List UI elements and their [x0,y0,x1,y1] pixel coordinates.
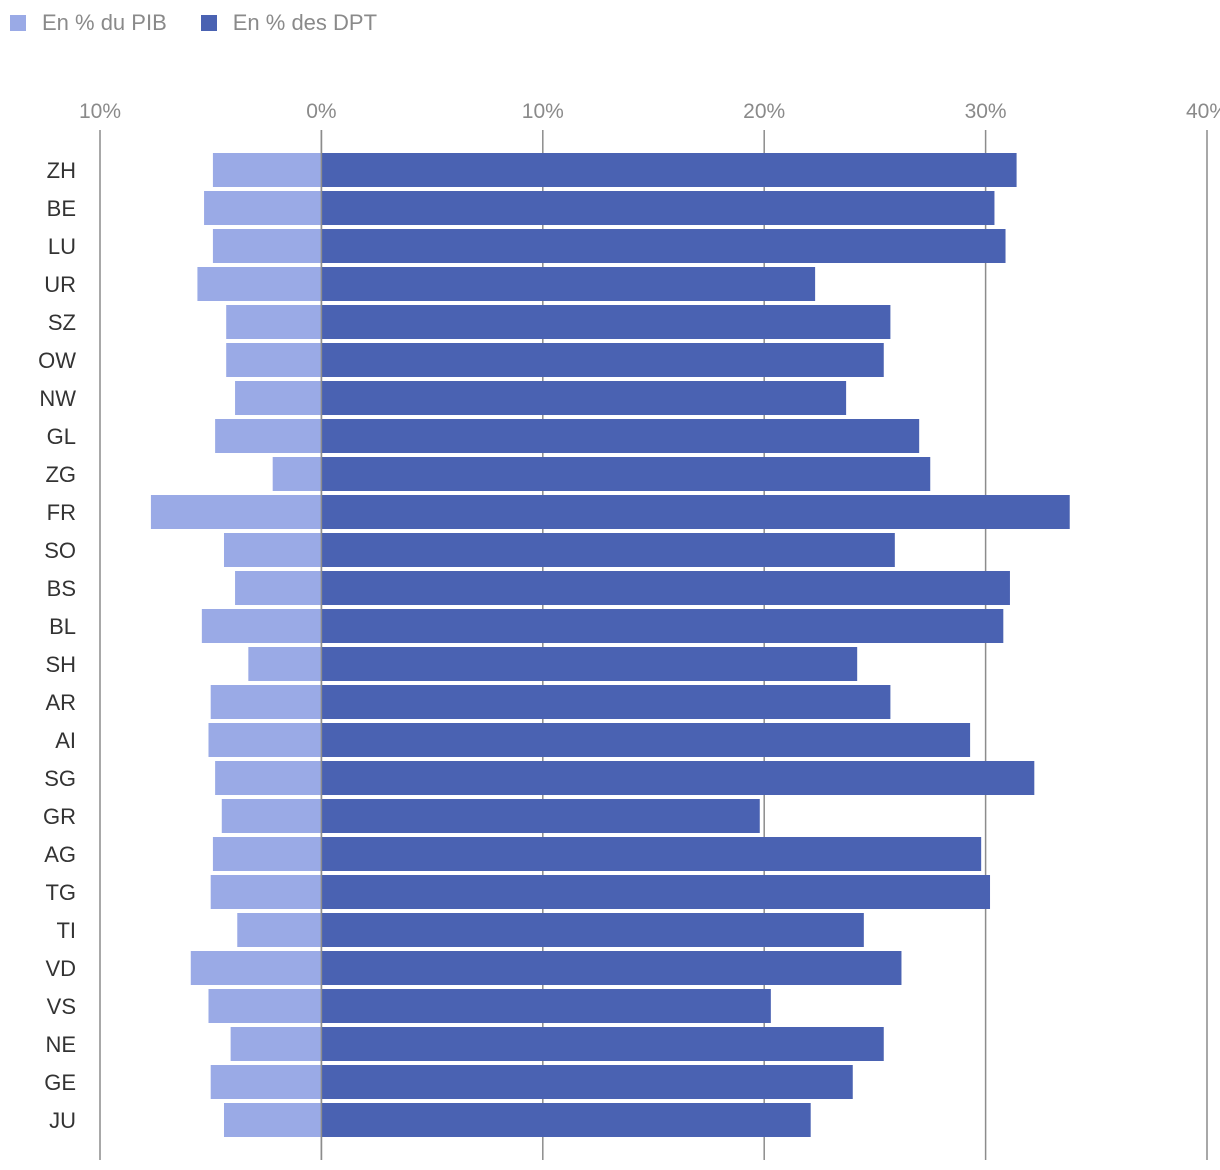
bar-vs[interactable] [321,989,771,1023]
bar-sg[interactable] [215,761,322,795]
bar-tg[interactable] [210,875,322,909]
bar-ag[interactable] [321,837,982,871]
category-label: SO [44,538,76,563]
bar-ow[interactable] [321,343,884,377]
category-label: TG [45,880,76,905]
bar-tg[interactable] [321,875,991,909]
category-label: GE [44,1070,76,1095]
category-label: BS [47,576,76,601]
category-label: TI [56,918,76,943]
bar-be[interactable] [321,191,995,225]
bar-ur[interactable] [321,267,816,301]
x-tick-label: 10% [522,100,564,123]
bar-gl[interactable] [321,419,920,453]
bar-bs[interactable] [235,571,322,605]
bar-vs[interactable] [208,989,322,1023]
category-label: BE [47,196,76,221]
category-label: SH [45,652,76,677]
x-tick-label: 0% [306,100,336,123]
category-label: OW [38,348,76,373]
bar-ti[interactable] [237,913,322,947]
legend-label-dpt: En % des DPT [232,10,378,35]
bar-lu[interactable] [321,229,1006,263]
bar-ag[interactable] [212,837,322,871]
bar-sz[interactable] [226,305,322,339]
bar-nw[interactable] [321,381,847,415]
category-label: SG [44,766,76,791]
bar-nw[interactable] [235,381,322,415]
bar-ar[interactable] [210,685,322,719]
bar-gr[interactable] [221,799,322,833]
bar-vd[interactable] [321,951,902,985]
bar-ne[interactable] [321,1027,884,1061]
bar-ai[interactable] [321,723,971,757]
bar-bs[interactable] [321,571,1010,605]
bar-ai[interactable] [208,723,322,757]
x-tick-label: 20% [743,100,785,123]
category-label: FR [47,500,76,525]
legend-item-dpt[interactable]: En % des DPT [200,10,378,36]
bar-fr[interactable] [321,495,1070,529]
bar-ow[interactable] [226,343,322,377]
bar-ge[interactable] [210,1065,322,1099]
legend-item-pib[interactable]: En % du PIB [10,10,167,36]
x-tick-label: 30% [965,100,1007,123]
bar-be[interactable] [204,191,322,225]
bar-so[interactable] [223,533,322,567]
bar-ur[interactable] [197,267,322,301]
category-label: LU [48,234,76,259]
category-label: AG [44,842,76,867]
category-label: ZG [45,462,76,487]
bar-gl[interactable] [215,419,322,453]
legend-label-pib: En % du PIB [42,10,167,35]
bar-ne[interactable] [230,1027,322,1061]
x-tick-label: 40% [1186,100,1220,123]
category-label: NW [39,386,76,411]
bar-sh[interactable] [321,647,858,681]
category-label: AI [55,728,76,753]
bar-vd[interactable] [190,951,322,985]
bar-ju[interactable] [223,1103,322,1137]
category-label: ZH [47,158,76,183]
bar-fr[interactable] [150,495,322,529]
category-label: AR [45,690,76,715]
bar-ju[interactable] [321,1103,811,1137]
bar-bl[interactable] [321,609,1004,643]
category-label: VS [47,994,76,1019]
category-label: GL [47,424,76,449]
bar-lu[interactable] [212,229,322,263]
bar-sh[interactable] [248,647,322,681]
category-label: JU [49,1108,76,1133]
bar-zg[interactable] [321,457,931,491]
bar-ge[interactable] [321,1065,853,1099]
legend-swatch-dpt [200,15,217,31]
bar-ti[interactable] [321,913,864,947]
bar-ar[interactable] [321,685,891,719]
category-label: GR [43,804,76,829]
bar-zh[interactable] [321,153,1017,187]
bar-zh[interactable] [212,153,322,187]
bar-bl[interactable] [201,609,322,643]
category-label: BL [49,614,76,639]
bar-so[interactable] [321,533,895,567]
bar-sg[interactable] [321,761,1035,795]
x-tick-label: 10% [79,100,121,123]
bar-zg[interactable] [272,457,322,491]
category-label: NE [45,1032,76,1057]
category-label: SZ [48,310,76,335]
bar-sz[interactable] [321,305,891,339]
category-label: UR [44,272,76,297]
bar-gr[interactable] [321,799,760,833]
legend: En % du PIB En % des DPT [10,10,377,36]
category-label: VD [45,956,76,981]
legend-swatch-pib [10,15,26,31]
